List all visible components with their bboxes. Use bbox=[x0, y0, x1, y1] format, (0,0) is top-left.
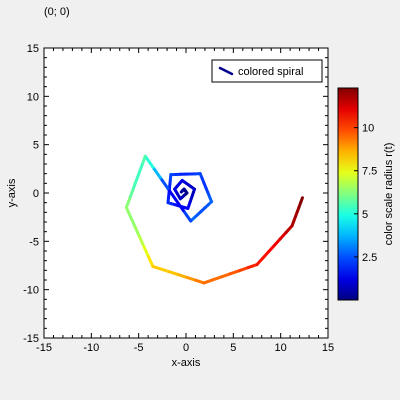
colorbar-tick-label: 7.5 bbox=[362, 166, 377, 178]
colorbar-tick-label: 2.5 bbox=[362, 252, 377, 264]
y-axis-title: y-axis bbox=[6, 178, 18, 207]
x-tick-label: 5 bbox=[230, 342, 236, 354]
colorbar-title: color scale radius r(t) bbox=[383, 143, 395, 246]
x-axis-title: x-axis bbox=[172, 357, 201, 369]
x-tick-label: 15 bbox=[322, 342, 334, 354]
x-tick-label: -10 bbox=[83, 342, 99, 354]
x-tick-label: 0 bbox=[183, 342, 189, 354]
legend-label: colored spiral bbox=[238, 66, 303, 78]
y-tick-label: 15 bbox=[27, 43, 39, 55]
colorbar[interactable] bbox=[338, 88, 358, 300]
colorbar-tick-label: 10 bbox=[362, 123, 374, 135]
y-tick-label: -15 bbox=[23, 333, 39, 345]
y-tick-label: 5 bbox=[33, 140, 39, 152]
y-tick-label: -5 bbox=[29, 236, 39, 248]
x-tick-label: 10 bbox=[275, 342, 287, 354]
x-tick-label: -5 bbox=[134, 342, 144, 354]
y-tick-label: -10 bbox=[23, 285, 39, 297]
y-tick-label: 10 bbox=[27, 91, 39, 103]
y-tick-label: 0 bbox=[33, 188, 39, 200]
spiral-segment[interactable] bbox=[301, 198, 303, 203]
colorbar-tick-label: 5 bbox=[362, 209, 368, 221]
